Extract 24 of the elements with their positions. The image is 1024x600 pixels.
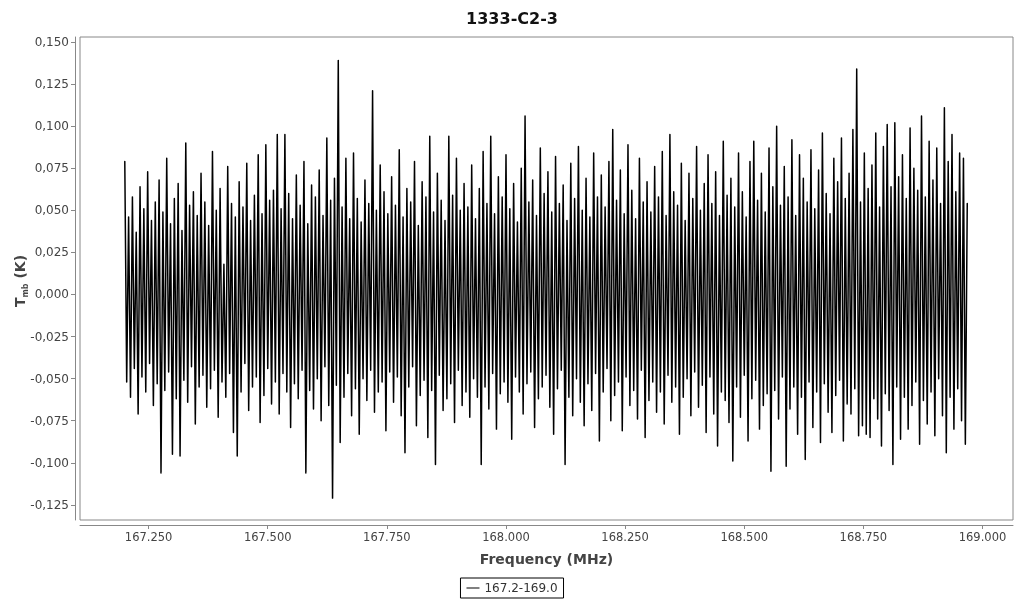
- x-tick-label: 168.500: [720, 530, 769, 544]
- y-tick-label: 0,025: [34, 245, 69, 260]
- y-tick-label: 0,000: [34, 287, 69, 302]
- y-tick-label: 0,050: [34, 203, 69, 218]
- y-tick-label: -0,075: [30, 413, 69, 428]
- x-tick-label: 168.000: [482, 530, 530, 544]
- y-tick-label: 0,075: [34, 161, 69, 176]
- x-tick-label: 167.250: [124, 530, 173, 544]
- x-tick-label: 169.000: [958, 530, 1007, 544]
- chart-title: 1333-C2-3: [466, 8, 558, 28]
- legend-label: 167.2-169.0: [484, 581, 558, 595]
- x-axis-title: Frequency (MHz): [479, 551, 614, 567]
- y-tick-label: -0,125: [30, 497, 69, 512]
- y-tick-label: -0,100: [30, 455, 69, 470]
- x-tick-label: 167.500: [243, 530, 292, 544]
- y-tick-label: -0,025: [30, 329, 69, 344]
- y-tick-label: -0,050: [30, 371, 69, 386]
- y-tick-label: 0,125: [34, 77, 69, 92]
- x-tick-label: 167.750: [363, 530, 411, 544]
- x-tick-label: 168.750: [839, 530, 888, 544]
- x-tick-label: 168.250: [601, 530, 649, 544]
- line-series: [124, 59, 969, 499]
- y-tick-label: 0,150: [34, 35, 69, 50]
- y-tick-label: 0,100: [34, 119, 69, 134]
